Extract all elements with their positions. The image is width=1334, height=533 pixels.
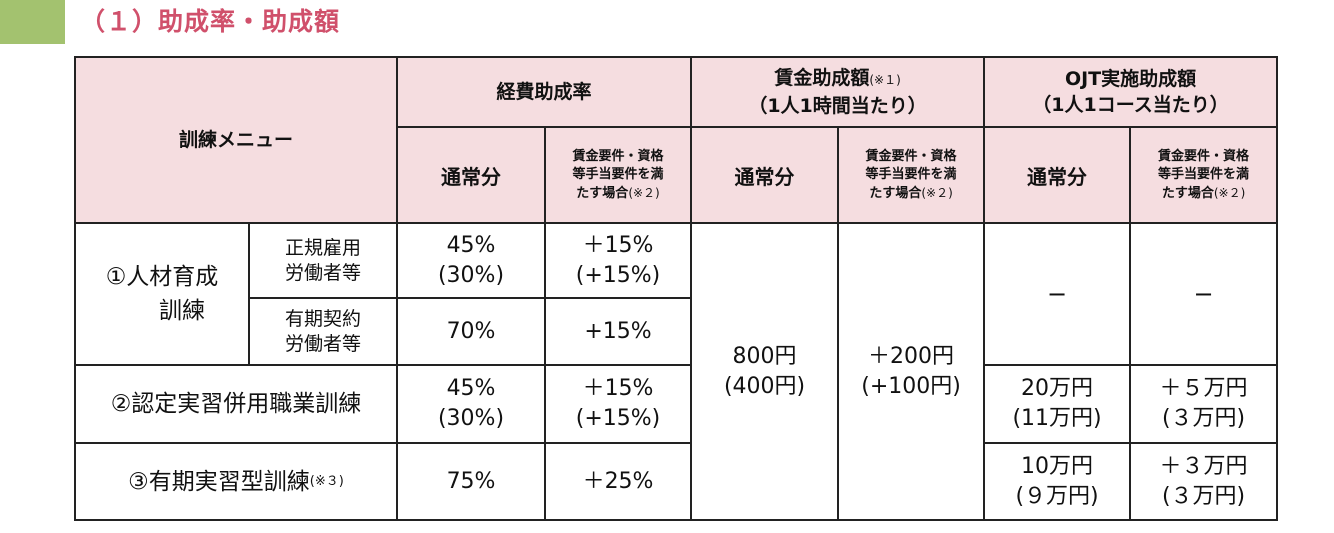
category-certified-practical: ②認定実習併用職業訓練 <box>73 364 399 444</box>
r2-expense-normal: 45% (30%) <box>396 364 547 444</box>
subsidy-rate-table: 訓練メニュー 経費助成率 賃金助成額(※１) （1人1時間当たり） OJT実施助… <box>73 56 1279 521</box>
wage-amount-header: 賃金助成額(※１) （1人1時間当たり） <box>690 56 986 128</box>
wage-normal-header: 通常分 <box>690 126 840 224</box>
r3-note: (※３) <box>309 473 344 489</box>
r2-expense-extra: ＋15% (+15%) <box>544 364 693 444</box>
r2-ojt-extra: ＋５万円 (３万円) <box>1129 364 1279 444</box>
r1b-expense-normal: 70% <box>396 297 547 366</box>
r3-ojt-extra: ＋３万円 (３万円) <box>1129 442 1279 521</box>
r3-ojt-normal: 10万円 (９万円) <box>983 442 1132 521</box>
section-heading: （１）助成率・助成額 <box>80 7 341 36</box>
category-fixed-term-practical: ③有期実習型訓練(※３) <box>73 442 399 521</box>
heading-accent-block <box>0 0 65 44</box>
subcategory-fixed-term-workers: 有期契約 労働者等 <box>247 297 399 366</box>
r2-ojt-normal: 20万円 (11万円) <box>983 364 1132 444</box>
expense-extra-header: 賃金要件・資格 等手当要件を満 たす場合(※２) <box>544 126 693 224</box>
wage-note: (※１) <box>869 73 901 87</box>
ojt-amount-header: OJT実施助成額 （1人1コース当たり） <box>983 56 1279 128</box>
category-hr-development: ①人材育成 訓練 <box>74 222 250 366</box>
expense-rate-header: 経費助成率 <box>396 56 693 128</box>
r1a-expense-extra: ＋15% (+15%) <box>544 222 693 299</box>
r3-expense-extra: ＋25% <box>544 442 693 521</box>
ojt-extra-header: 賃金要件・資格 等手当要件を満 たす場合(※２) <box>1129 126 1279 224</box>
menu-header: 訓練メニュー <box>73 56 399 224</box>
r1a-expense-normal: 45% (30%) <box>396 222 547 299</box>
r1-ojt-normal: − <box>983 222 1132 366</box>
r1b-expense-extra: +15% <box>544 297 693 366</box>
wage-normal-value: 800円 (400円) <box>690 222 840 521</box>
wage-extra-header: 賃金要件・資格 等手当要件を満 たす場合(※２) <box>837 126 986 224</box>
expense-normal-header: 通常分 <box>396 126 547 224</box>
wage-extra-value: ＋200円 (+100円) <box>837 222 986 521</box>
r3-expense-normal: 75% <box>396 442 547 521</box>
r1-ojt-extra: − <box>1129 222 1279 366</box>
ojt-normal-header: 通常分 <box>983 126 1132 224</box>
subcategory-regular-workers: 正規雇用 労働者等 <box>247 222 399 299</box>
